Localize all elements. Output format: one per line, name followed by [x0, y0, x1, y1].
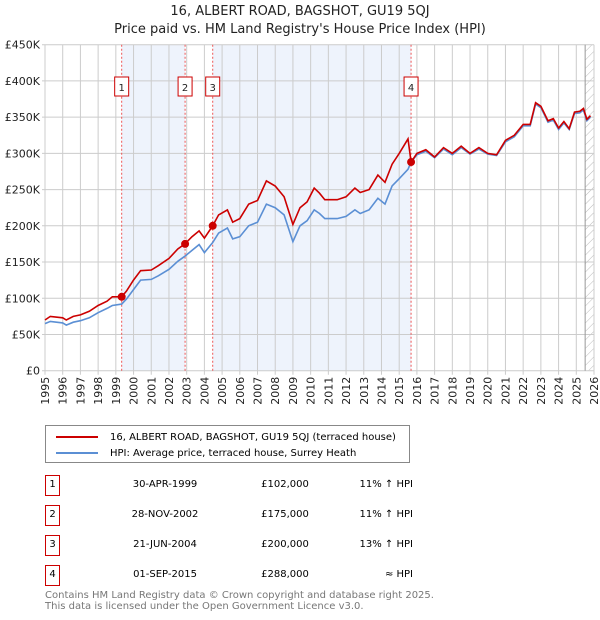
x-tick-label: 2020: [482, 377, 495, 405]
x-tick-label: 2005: [216, 377, 229, 405]
y-tick-label: £0: [26, 365, 40, 378]
y-tick-label: £400K: [5, 75, 41, 88]
chart-subtitle: Price paid vs. HM Land Registry's House …: [114, 22, 486, 37]
forecast-hatch: [585, 44, 594, 371]
sale-price: £200,000: [261, 539, 309, 550]
chart-title: 16, ALBERT ROAD, BAGSHOT, GU19 5QJ: [170, 4, 430, 19]
sale-price: £175,000: [261, 509, 309, 520]
x-tick-label: 2024: [553, 377, 566, 405]
x-tick-label: 2013: [358, 377, 371, 405]
y-tick-label: £350K: [5, 111, 41, 124]
y-tick-label: £450K: [5, 39, 41, 52]
sale-date: 01-SEP-2015: [133, 569, 197, 580]
sale-price: £102,000: [261, 479, 309, 490]
x-tick-label: 2026: [588, 377, 600, 405]
y-tick-label: £300K: [5, 147, 41, 160]
x-tick-label: 2004: [198, 377, 211, 405]
sale-row: 1 30-APR-1999 £102,000 11% ↑ HPI: [45, 475, 445, 496]
y-tick-label: £200K: [5, 220, 41, 233]
sale-label-number: 1: [118, 83, 124, 94]
sale-date: 28-NOV-2002: [131, 509, 199, 520]
x-tick-label: 2012: [340, 377, 353, 405]
legend-item-property: 16, ALBERT ROAD, BAGSHOT, GU19 5QJ (terr…: [56, 430, 396, 444]
y-tick-label: £150K: [5, 256, 41, 269]
x-tick-label: 2001: [145, 377, 158, 405]
legend-label: 16, ALBERT ROAD, BAGSHOT, GU19 5QJ (terr…: [110, 431, 396, 443]
x-tick-label: 2002: [163, 377, 176, 405]
sale-row: 2 28-NOV-2002 £175,000 11% ↑ HPI: [45, 505, 445, 526]
x-tick-label: 1996: [57, 377, 70, 405]
y-tick-label: £100K: [5, 292, 41, 305]
x-tick-label: 2025: [570, 377, 583, 405]
sale-label-box: [114, 76, 130, 97]
sale-label-number: 3: [210, 83, 216, 94]
sale-point: [208, 221, 217, 230]
y-tick-label: £50K: [12, 328, 41, 341]
footer-line-2: This data is licensed under the Open Gov…: [45, 601, 364, 612]
x-tick-label: 1997: [74, 377, 87, 405]
x-tick-label: 2011: [322, 377, 335, 405]
x-tick-label: 2017: [429, 377, 442, 405]
x-tick-label: 1999: [110, 377, 123, 405]
x-tick-label: 1998: [92, 377, 105, 405]
x-tick-label: 2021: [499, 377, 512, 405]
sale-label-box: [205, 76, 221, 97]
x-tick-label: 2007: [252, 377, 265, 405]
x-tick-label: 2008: [269, 377, 282, 405]
legend-swatch-red: [56, 436, 98, 438]
x-tick-label: 2019: [464, 377, 477, 405]
x-tick-label: 2010: [305, 377, 318, 405]
sale-number-badge: 2: [45, 505, 60, 526]
sale-number-badge: 1: [45, 475, 60, 496]
sale-point: [181, 239, 190, 248]
x-tick-label: 2000: [128, 377, 141, 405]
x-tick-label: 2006: [234, 377, 247, 405]
x-tick-label: 2009: [287, 377, 300, 405]
legend-item-hpi: HPI: Average price, terraced house, Surr…: [56, 446, 356, 460]
sale-label-number: 4: [408, 83, 414, 94]
x-tick-label: 2016: [411, 377, 424, 405]
sale-date: 21-JUN-2004: [133, 539, 197, 550]
x-tick-label: 2014: [375, 377, 388, 405]
sale-row: 3 21-JUN-2004 £200,000 13% ↑ HPI: [45, 535, 445, 556]
footer-line-1: Contains HM Land Registry data © Crown c…: [45, 590, 434, 601]
sale-hpi-diff: 13% ↑ HPI: [359, 539, 413, 550]
sale-point: [407, 158, 416, 167]
plot-area: 1995 1996 1997 1998 1999 2000 2001 2002 2003 2004…: [5, 39, 600, 405]
x-tick-label: 2003: [181, 377, 194, 405]
sale-number-badge: 4: [45, 565, 60, 586]
sale-point: [117, 292, 126, 301]
sale-hpi-diff: ≈ HPI: [384, 569, 413, 580]
sale-hpi-diff: 11% ↑ HPI: [359, 479, 413, 490]
x-tick-label: 2015: [393, 377, 406, 405]
legend-label: HPI: Average price, terraced house, Surr…: [110, 447, 357, 459]
x-tick-label: 1995: [39, 377, 52, 405]
legend: 16, ALBERT ROAD, BAGSHOT, GU19 5QJ (terr…: [45, 425, 410, 463]
x-tick-label: 2023: [535, 377, 548, 405]
sale-price: £288,000: [261, 569, 309, 580]
sale-label-box: [177, 76, 193, 97]
x-tick-label: 2022: [517, 377, 530, 405]
sale-hpi-diff: 11% ↑ HPI: [359, 509, 413, 520]
legend-swatch-blue: [56, 452, 98, 454]
sale-number-badge: 3: [45, 535, 60, 556]
sale-label-number: 2: [182, 83, 188, 94]
y-tick-label: £250K: [5, 184, 41, 197]
property-price-line: [44, 101, 592, 321]
ownership-shading: [121, 44, 186, 371]
x-tick-label: 2018: [446, 377, 459, 405]
sale-date: 30-APR-1999: [132, 479, 198, 490]
sale-row: 4 01-SEP-2015 £288,000 ≈ HPI: [45, 565, 445, 586]
sale-label-box: [403, 76, 419, 97]
hpi-line: [44, 102, 592, 326]
